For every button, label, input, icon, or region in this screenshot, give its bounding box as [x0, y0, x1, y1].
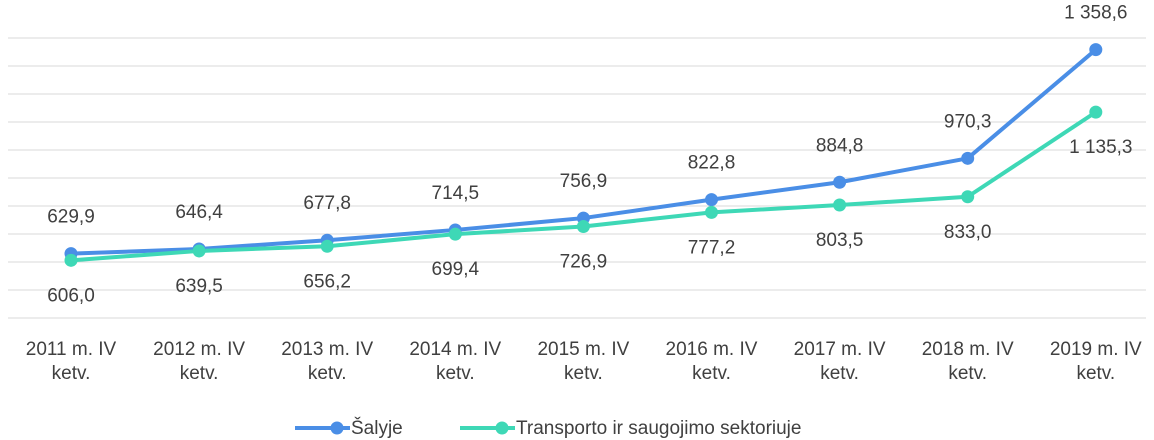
data-label: 629,9: [47, 207, 95, 228]
legend-label: Šalyje: [351, 417, 403, 439]
point: [1089, 105, 1103, 119]
data-label: 833,0: [944, 222, 992, 243]
x-tick-label: 2018 m. IV ketv.: [921, 339, 1014, 384]
point: [961, 151, 975, 165]
legend-marker: [495, 421, 509, 435]
x-tick-label: 2015 m. IV ketv.: [537, 339, 630, 384]
data-label: 677,8: [303, 193, 351, 214]
data-label: 884,8: [816, 135, 864, 156]
data-label: 777,2: [688, 237, 736, 258]
point: [320, 239, 334, 253]
x-tick-label: 2013 m. IV ketv.: [281, 339, 374, 384]
data-label: 726,9: [560, 251, 608, 272]
data-label: 1 358,6: [1064, 3, 1127, 24]
x-tick-label: 2011 m. IV ketv.: [25, 339, 117, 384]
data-label: 1 135,3: [1069, 137, 1132, 158]
x-tick-label: 2014 m. IV ketv.: [409, 339, 502, 384]
point: [1089, 43, 1103, 57]
point: [448, 227, 462, 241]
data-label: 639,5: [175, 276, 223, 297]
data-label: 646,4: [175, 202, 223, 223]
x-tick-label: 2019 m. IV ketv.: [1049, 339, 1142, 384]
point: [576, 219, 590, 233]
point: [705, 193, 718, 207]
x-tick-label: 2016 m. IV ketv.: [665, 339, 758, 384]
data-label: 606,0: [47, 285, 95, 306]
data-label: 970,3: [944, 111, 992, 132]
x-tick-label: 2017 m. IV ketv.: [793, 339, 886, 384]
x-tick-label: 2012 m. IV ketv.: [153, 339, 246, 384]
data-label: 714,5: [432, 183, 480, 204]
point: [833, 198, 847, 212]
point: [833, 175, 847, 189]
legend-marker: [330, 421, 344, 435]
data-label: 803,5: [816, 230, 864, 251]
data-label: 822,8: [688, 153, 736, 174]
legend-label: Transporto ir saugojimo sektoriuje: [516, 418, 801, 439]
point: [705, 205, 718, 219]
point: [961, 190, 975, 204]
data-label: 656,2: [303, 271, 351, 292]
data-label: 699,4: [432, 259, 480, 280]
point: [192, 244, 206, 258]
point: [64, 253, 78, 267]
data-label: 756,9: [560, 171, 608, 192]
